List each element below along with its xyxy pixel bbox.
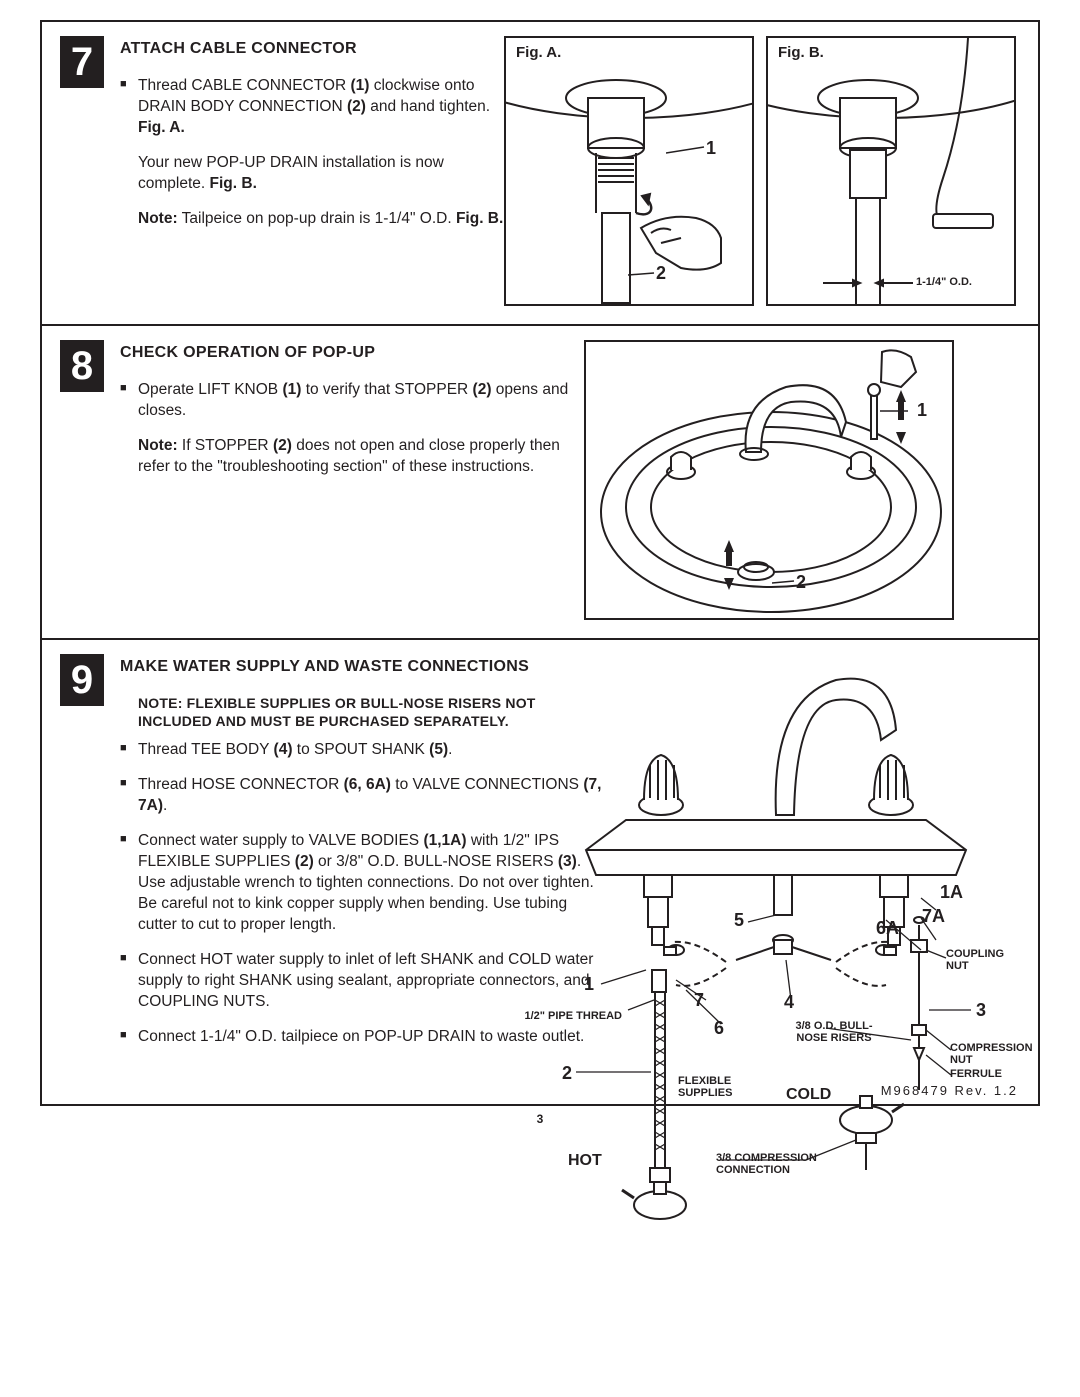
fig-b-svg — [768, 38, 1016, 306]
step-7-para-3: Note: Tailpeice on pop-up drain is 1-1/4… — [120, 209, 504, 230]
step-7-bullets: Thread CABLE CONNECTOR (1) clockwise ont… — [120, 76, 504, 230]
step-7: 7 ATTACH CABLE CONNECTOR Thread CABLE CO… — [42, 22, 1038, 326]
step-8-title: CHECK OPERATION OF POP-UP — [120, 344, 584, 362]
s9-pipe-thread: 1/2" PIPE THREAD — [492, 1010, 622, 1022]
s9-hot: HOT — [568, 1152, 602, 1170]
instruction-page: 7 ATTACH CABLE CONNECTOR Thread CABLE CO… — [40, 20, 1040, 1106]
s9-l3: 3 — [976, 1000, 986, 1021]
step-7-content: ATTACH CABLE CONNECTOR Thread CABLE CONN… — [104, 36, 504, 244]
figure-b: Fig. B. — [766, 36, 1016, 306]
step-8-figure: 1 2 — [584, 340, 954, 620]
s9-cold: COLD — [786, 1086, 831, 1104]
step-7-para-2: Your new POP-UP DRAIN installation is no… — [120, 153, 504, 195]
s9-l6A: 6A — [876, 918, 899, 939]
step-number-7: 7 — [60, 36, 104, 88]
step-number-9: 9 — [60, 654, 104, 706]
s9-l5: 5 — [734, 910, 744, 931]
step-9-figure: 1 2 3 4 5 6 6A 7 7A 1A 1/2" PIPE THREAD … — [526, 650, 1026, 1230]
fig-b-label: Fig. B. — [778, 44, 824, 61]
s9-l7: 7 — [694, 990, 704, 1011]
s9-l4: 4 — [784, 992, 794, 1013]
step-8-content: CHECK OPERATION OF POP-UP Operate LIFT K… — [104, 340, 584, 492]
step-7-figures: Fig. A. — [504, 36, 1016, 306]
step-7-bullet-1: Thread CABLE CONNECTOR (1) clockwise ont… — [120, 76, 504, 139]
s9-coupling: COUPLING NUT — [946, 948, 1016, 972]
step-8-fig: 1 2 — [584, 340, 954, 620]
fig-a-svg — [506, 38, 754, 306]
step8-callout-1: 1 — [917, 400, 927, 421]
fig-b-od-label: 1-1/4" O.D. — [916, 276, 972, 288]
s9-l1: 1 — [584, 974, 594, 995]
step-9: 9 MAKE WATER SUPPLY AND WASTE CONNECTION… — [42, 640, 1038, 1079]
s9-bullnose: 3/8 O.D. BULL-NOSE RISERS — [794, 1020, 874, 1044]
figure-a: Fig. A. — [504, 36, 754, 306]
s9-flexible: FLEXIBLE SUPPLIES — [678, 1075, 748, 1099]
step-number-8: 8 — [60, 340, 104, 392]
step8-svg — [586, 342, 954, 620]
s9-l1A: 1A — [940, 882, 963, 903]
s9-l2: 2 — [562, 1063, 572, 1084]
step-7-title: ATTACH CABLE CONNECTOR — [120, 40, 504, 58]
s9-ferrule: FERRULE — [950, 1068, 1002, 1080]
s9-compconn: 3/8 COMPRESSION CONNECTION — [716, 1152, 846, 1176]
step-8-bullet-1: Operate LIFT KNOB (1) to verify that STO… — [120, 380, 584, 422]
step8-callout-2: 2 — [796, 572, 806, 593]
s9-l6: 6 — [714, 1018, 724, 1039]
step9-svg — [526, 650, 1026, 1230]
s9-compnut: COMPRESSION NUT — [950, 1042, 1040, 1066]
step-8-para-2: Note: If STOPPER (2) does not open and c… — [120, 436, 584, 478]
step-8-bullets: Operate LIFT KNOB (1) to verify that STO… — [120, 380, 584, 478]
step-8: 8 CHECK OPERATION OF POP-UP Operate LIFT… — [42, 326, 1038, 640]
s9-l7A: 7A — [922, 906, 945, 927]
fig-a-label: Fig. A. — [516, 44, 561, 61]
